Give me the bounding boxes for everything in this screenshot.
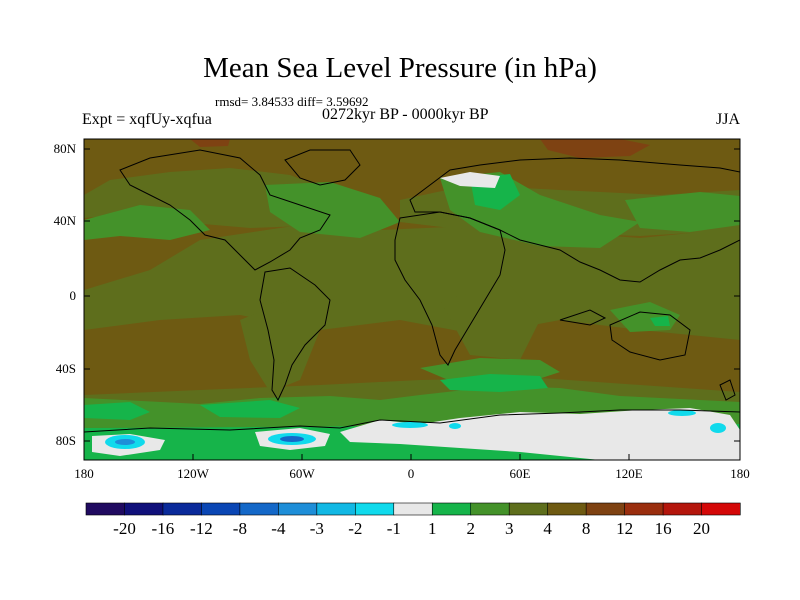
lat-label-80s: 80S — [55, 433, 76, 448]
colorbar-label: 3 — [504, 519, 514, 538]
high-core-arctic — [190, 139, 230, 147]
colorbar-label: 12 — [616, 519, 634, 538]
colorbar-label: -16 — [151, 519, 175, 538]
positive-anomaly-cores — [190, 139, 650, 158]
high-core-siberia — [540, 139, 650, 158]
colorbar-label: -3 — [309, 519, 324, 538]
bright-patch-atlantic-south — [440, 374, 548, 392]
colorbar-swatch — [585, 502, 626, 516]
negative-anomaly-cores — [105, 410, 726, 449]
australia-bright-spot — [650, 316, 670, 326]
lon-label-0: 0 — [407, 466, 415, 481]
colorbar-swatch — [201, 502, 241, 516]
colorbar-swatch — [316, 502, 356, 516]
antarctica-neutral-area — [340, 408, 740, 460]
atlantic-green-patch — [265, 182, 400, 238]
map-field — [84, 139, 740, 460]
colorbar-swatch — [124, 502, 164, 516]
colorbar-label: -1 — [386, 519, 401, 538]
lat-label-80n: 80N — [53, 141, 76, 156]
lon-label-60w: 60W — [289, 466, 315, 481]
coast-south-america — [259, 267, 331, 402]
lon-label-180-east: 180 — [730, 466, 750, 481]
stats-line: rmsd= 3.84533 diff= 3.59692 — [215, 94, 369, 109]
colorbar — [85, 502, 741, 516]
colorbar-label: 16 — [654, 519, 672, 538]
colorbar-swatch — [239, 502, 279, 516]
bright-patch-west — [84, 402, 150, 420]
low-core-east-antarctica — [668, 410, 696, 416]
africa-region — [440, 285, 540, 360]
low-core-ross-inner — [280, 436, 304, 442]
lon-label-180-west: 180 — [74, 466, 94, 481]
lon-label-120w: 120W — [177, 466, 209, 481]
colorbar-swatch — [547, 502, 587, 516]
colorbar-swatch — [624, 502, 664, 516]
coast-new-zealand — [719, 379, 736, 401]
colorbar-label: -20 — [113, 519, 136, 538]
map-frame — [83, 138, 741, 461]
lat-label-40s: 40S — [55, 361, 76, 376]
colorbar-swatch — [508, 502, 549, 516]
lon-label-120e: 120E — [615, 466, 643, 481]
colorbar-swatch — [85, 502, 126, 516]
scandinavia-neutral-spot — [440, 172, 500, 188]
colorbar-label: 8 — [581, 519, 591, 538]
colorbar-label: -4 — [271, 519, 286, 538]
coast-australia — [609, 311, 691, 361]
low-core-weddell — [392, 422, 428, 428]
coast-eurasia — [409, 157, 740, 283]
colorbar-swatch — [470, 502, 510, 516]
season-label: JJA — [716, 111, 741, 128]
colorbar-swatch — [662, 502, 703, 516]
experiment-label: Expt = xqfUy-xqfua — [82, 111, 212, 128]
coast-north-america — [119, 149, 331, 271]
colorbar-label: 20 — [693, 519, 710, 538]
lon-label-60e: 60E — [509, 466, 531, 481]
coast-indonesia — [559, 309, 607, 326]
colorbar-label: -2 — [348, 519, 363, 538]
colorbar-label: 1 — [427, 519, 437, 538]
pacific-green-patch — [84, 205, 210, 240]
coast-greenland — [284, 149, 361, 186]
colorbar-label: 4 — [543, 519, 552, 538]
low-core-east-small — [449, 423, 461, 429]
colorbar-swatch — [162, 502, 203, 516]
tropical-band — [84, 225, 740, 340]
coast-antarctica — [84, 409, 740, 433]
bright-patch-pacific-south — [200, 400, 300, 418]
lat-label-0: 0 — [69, 288, 77, 303]
colorbar-swatch — [278, 502, 318, 516]
period-label: 0272kyr BP - 0000kyr BP — [322, 106, 489, 123]
axis-ticks — [83, 148, 741, 460]
colorbar-swatch — [393, 502, 433, 516]
colorbar-label: 2 — [466, 519, 475, 538]
lat-label-40n: 40N — [53, 213, 76, 228]
colorbar-label: -12 — [190, 519, 213, 538]
coastlines — [84, 149, 740, 433]
colorbar-label: -8 — [232, 519, 247, 538]
colorbar-swatch — [701, 502, 741, 516]
colorbar-swatch — [354, 502, 395, 516]
low-core-west-inner — [115, 439, 135, 445]
south-america-region — [240, 300, 320, 392]
colorbar-swatch — [431, 502, 472, 516]
low-core-far-east — [710, 423, 726, 433]
east-asia-green-patch — [625, 192, 740, 232]
chart-title: Mean Sea Level Pressure (in hPa) — [203, 52, 597, 84]
